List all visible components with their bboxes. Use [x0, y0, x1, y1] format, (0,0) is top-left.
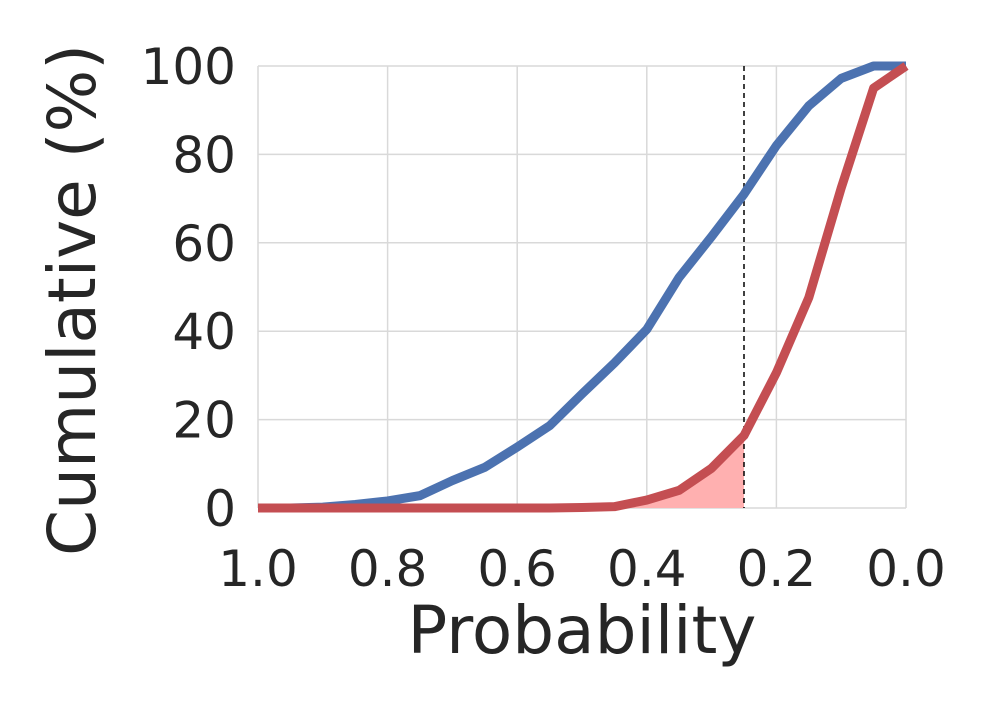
y-tick-label: 60: [172, 215, 236, 273]
y-tick-label: 40: [172, 303, 236, 361]
series-line-1: [258, 61, 906, 513]
y-tick-labels: 0 20 40 60 80 100: [141, 38, 236, 538]
x-tick-labels: 1.0 0.8 0.6 0.4 0.2 0.0: [218, 540, 946, 598]
shaded-area: [258, 435, 744, 508]
series-line-2: [258, 62, 909, 513]
x-tick-label: 1.0: [218, 540, 298, 598]
x-tick-label: 0.4: [607, 540, 687, 598]
y-tick-label: 80: [172, 126, 236, 184]
x-tick-label: 0.2: [737, 540, 817, 598]
y-axis-title: Cumulative (%): [34, 44, 111, 556]
y-tick-label: 20: [172, 392, 236, 450]
series-layer: [258, 61, 909, 513]
y-tick-label: 100: [141, 38, 236, 96]
y-tick-label: 0: [204, 480, 236, 538]
x-axis-title: Probability: [408, 592, 757, 669]
x-tick-label: 0.8: [348, 540, 428, 598]
shaded-region-layer: [258, 435, 744, 508]
x-tick-label: 0.0: [866, 540, 946, 598]
x-tick-label: 0.6: [477, 540, 557, 598]
